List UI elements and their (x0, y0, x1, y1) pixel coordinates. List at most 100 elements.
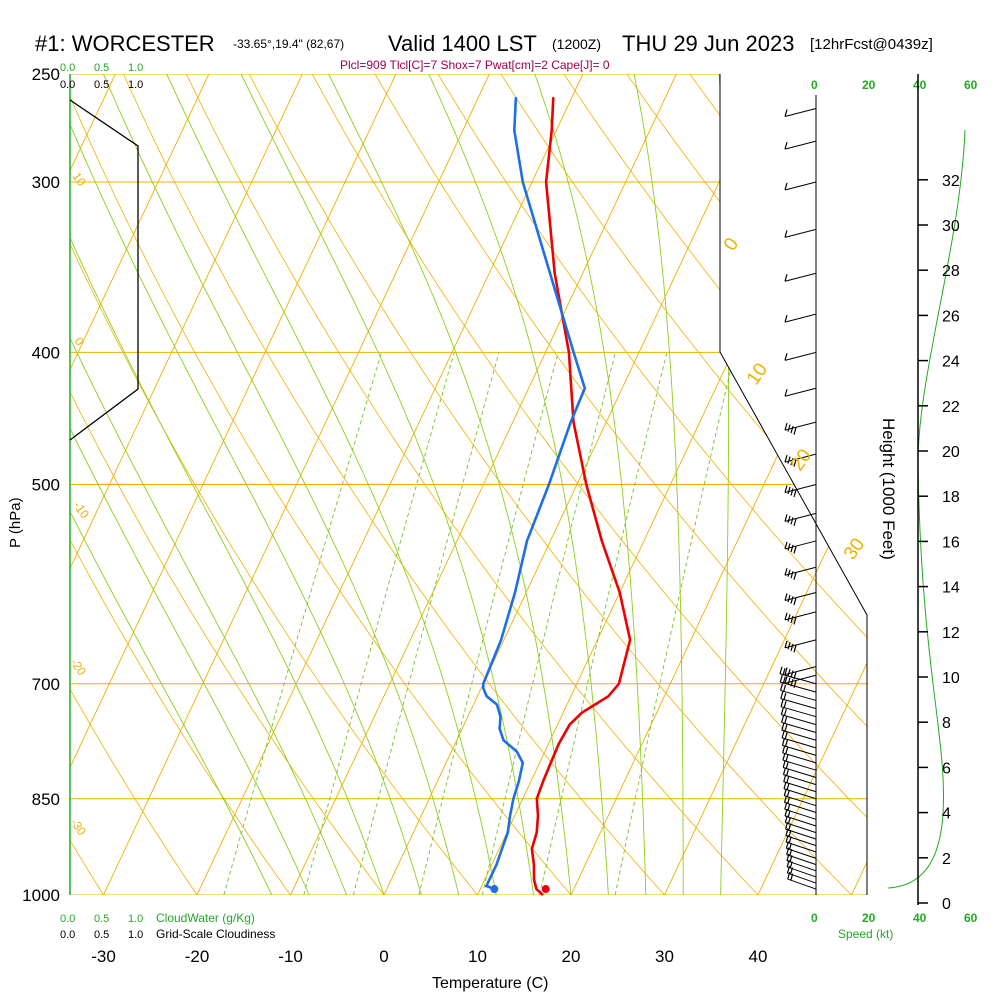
height-tick-label: 22 (942, 399, 960, 416)
speed-legend: Speed (kt) (838, 927, 893, 941)
wind-barb-shaft (781, 721, 817, 733)
wind-barb-shaft (784, 351, 817, 361)
wind-barb-flag (793, 617, 797, 625)
wind-barb-flag (793, 680, 797, 688)
wind-barb-flag (787, 816, 791, 825)
cloudwater-bottom-tick: 0.0 (60, 913, 75, 925)
speed-bottom-tick: 40 (913, 911, 927, 925)
isotherm-line (103, 74, 490, 895)
moist-adiabat (240, 74, 535, 895)
wind-barb-flag (784, 716, 788, 725)
wind-barb-shaft (784, 674, 817, 684)
isotherm-label: -10 (71, 499, 93, 522)
temperature-tick-label: 40 (749, 947, 768, 966)
wind-barb-flag (790, 457, 794, 466)
wind-barb-shaft (784, 540, 817, 550)
height-tick-label: 0 (942, 896, 951, 913)
temperature-tick-label: 10 (468, 947, 487, 966)
wind-barb-flag (779, 666, 783, 674)
dry-adiabat (70, 688, 198, 895)
wind-barb-flag (785, 747, 789, 755)
isotherm-line (383, 74, 771, 895)
height-tick-label: 2 (942, 851, 951, 868)
wind-barb-shaft (784, 802, 817, 814)
height-tick-label: 26 (942, 308, 960, 325)
wind-barb-flag (784, 454, 788, 463)
pressure-tick-label: 400 (32, 343, 60, 362)
wind-barb-shaft (783, 774, 817, 786)
mixing-ratio-line (352, 352, 500, 895)
cloudwater-legend: CloudWater (g/Kg) (156, 911, 255, 925)
wind-barb-flag (785, 761, 789, 770)
wind-barb-shaft (780, 689, 817, 701)
wind-barb-flag (784, 274, 788, 282)
wind-barb-flag (784, 541, 788, 550)
height-tick-label: 32 (942, 173, 960, 190)
wind-barb-flag (784, 514, 788, 522)
wind-barb-flag (782, 668, 786, 676)
moist-adiabat (70, 236, 385, 895)
wind-barb-flag (790, 596, 794, 604)
wind-barb-shaft (787, 866, 817, 878)
wind-barb-flag (787, 668, 791, 677)
wind-barb-shaft (780, 698, 817, 710)
cloudwater-top-tick: 0.5 (94, 62, 109, 74)
valid-time: Valid 1400 LST (388, 31, 537, 56)
wind-barb-shaft (782, 752, 817, 764)
wind-barb-flag (784, 667, 788, 675)
speed-bottom-tick: 60 (964, 911, 978, 925)
wind-barb-flag (784, 109, 788, 117)
axes: 1000 850 700 500 400 300 250 -30 -20 -10 0 10 20 30 40 (22, 65, 767, 966)
height-tick-label: 6 (942, 760, 951, 777)
cloudwater-top-tick: 0.0 (60, 62, 75, 74)
wind-barb-flag (784, 739, 788, 748)
wind-barb-flag (784, 640, 788, 649)
moist-adiabat (428, 74, 609, 895)
moist-adiabat (70, 510, 273, 895)
wind-barb-flag (784, 593, 788, 601)
speed-top-tick: 40 (913, 78, 927, 92)
speed-bottom-tick: 20 (862, 911, 876, 925)
height-tick-label: 8 (942, 715, 951, 732)
cloudiness-profile (69, 99, 139, 441)
height-tick-label: 16 (942, 534, 960, 551)
wind-barb-flag (779, 683, 784, 691)
moist-adiabat (102, 74, 460, 895)
wind-barb-shaft (784, 808, 817, 820)
wind-barb-shaft (782, 759, 817, 771)
cloudiness-top-tick: 1.0 (128, 79, 143, 91)
isotherm-label: -20 (68, 656, 90, 679)
isotherm-line (196, 74, 584, 895)
height-tick-label: 4 (942, 806, 951, 823)
speed-top-tick: 20 (862, 78, 876, 92)
height-tick-label: 18 (942, 489, 960, 506)
wind-barb-flag (787, 486, 791, 495)
wind-barb-flag (784, 353, 788, 361)
wind-barb-flag (784, 676, 788, 684)
mixing-ratio-label: 20 (614, 896, 635, 916)
dry-adiabat (248, 74, 852, 895)
wind-barb-shaft (786, 860, 817, 872)
wind-barb-flag (790, 571, 794, 579)
moist-adiabat (70, 336, 348, 895)
speed-top-tick: 0 (811, 78, 818, 92)
mixing-ratio-label: 12 (540, 896, 561, 916)
wind-barb-shaft (783, 781, 817, 793)
dry-adiabat (70, 390, 385, 895)
wind-barb-flag (793, 518, 797, 527)
wind-barb-flag (786, 776, 790, 784)
wind-barb-shaft (783, 766, 817, 778)
cloudiness-bottom-tick: 0.0 (60, 929, 75, 941)
wind-barb-flag (793, 546, 797, 554)
wind-barb-shaft (781, 714, 817, 726)
station-title: #1: WORCESTER (35, 31, 215, 56)
wind-barb-shaft (784, 639, 817, 649)
wind-barb-shaft (784, 566, 817, 576)
height-tick-label: 28 (942, 263, 960, 280)
cloud-panel: 0.0 0.0 0.0 0.0 0.5 0.5 0.5 0.5 1.0 1.0 1.0 1.0 (60, 62, 143, 941)
wind-barb-flag (790, 615, 794, 624)
wind-barb-flag (786, 790, 790, 798)
wind-barb-shaft (787, 872, 817, 884)
wind-barb-flag (787, 543, 791, 551)
